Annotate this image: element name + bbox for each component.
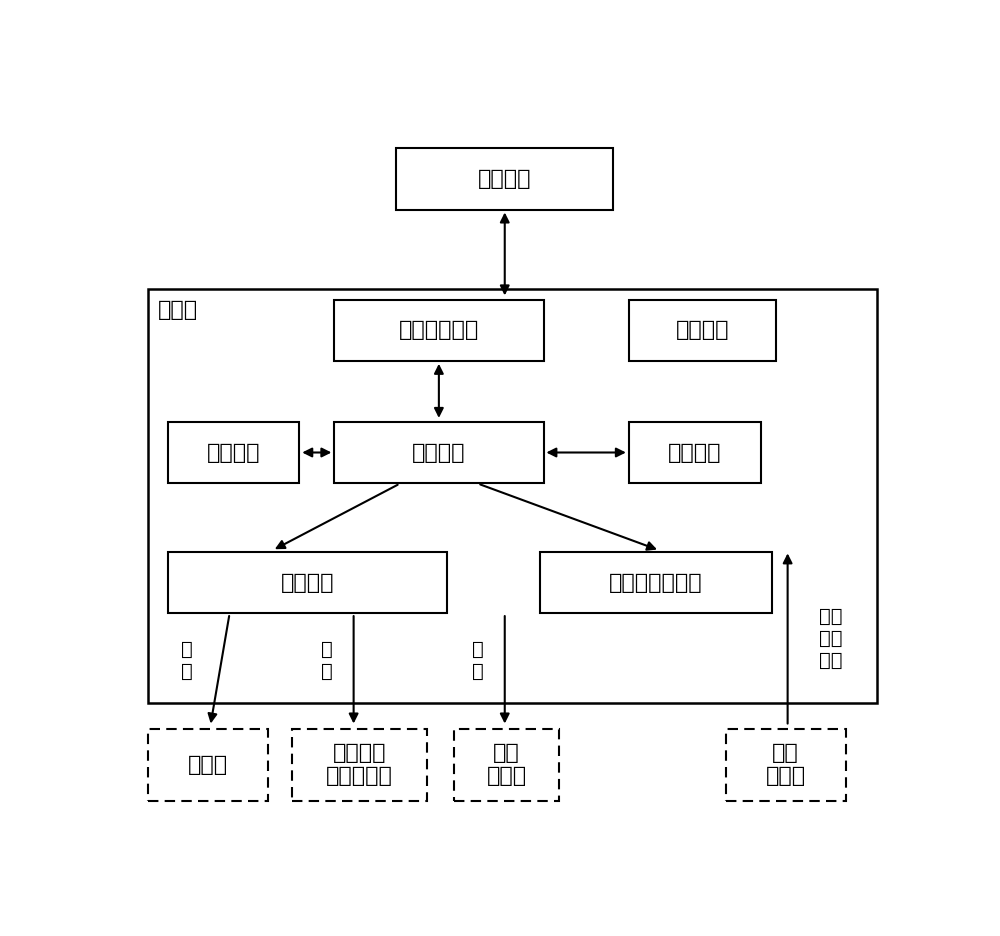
Text: 排队
检测器: 排队 检测器 (766, 743, 806, 786)
Text: 存储模块: 存储模块 (207, 443, 260, 463)
Text: 可变车道
导向标志灯: 可变车道 导向标志灯 (326, 743, 393, 786)
Bar (334, 422, 544, 484)
Bar (292, 728, 427, 800)
Text: 排队
长度
信息: 排队 长度 信息 (819, 607, 842, 670)
Bar (396, 149, 613, 210)
Text: 信号机: 信号机 (158, 300, 198, 320)
Text: 驱
动: 驱 动 (321, 639, 332, 680)
Text: 可变
信号灯: 可变 信号灯 (487, 743, 527, 786)
Text: 驱动模块: 驱动模块 (280, 573, 334, 592)
Text: 中心系统: 中心系统 (478, 169, 532, 189)
Bar (148, 728, 268, 800)
Text: 信号灯: 信号灯 (188, 754, 228, 775)
Text: 电源模块: 电源模块 (676, 320, 729, 341)
Bar (168, 552, 447, 613)
Text: 时钟模块: 时钟模块 (668, 443, 721, 463)
Bar (334, 300, 544, 361)
Text: 中心通信模块: 中心通信模块 (399, 320, 479, 341)
Bar (454, 728, 559, 800)
Bar (726, 728, 846, 800)
Text: 驱
动: 驱 动 (472, 639, 484, 680)
Text: 检测器通信模块: 检测器通信模块 (609, 573, 703, 592)
Bar (540, 552, 772, 613)
Bar (629, 422, 761, 484)
Text: 驱
动: 驱 动 (181, 639, 193, 680)
Bar (168, 422, 299, 484)
Text: 控制模块: 控制模块 (412, 443, 466, 463)
Bar (629, 300, 776, 361)
Bar (148, 289, 877, 703)
